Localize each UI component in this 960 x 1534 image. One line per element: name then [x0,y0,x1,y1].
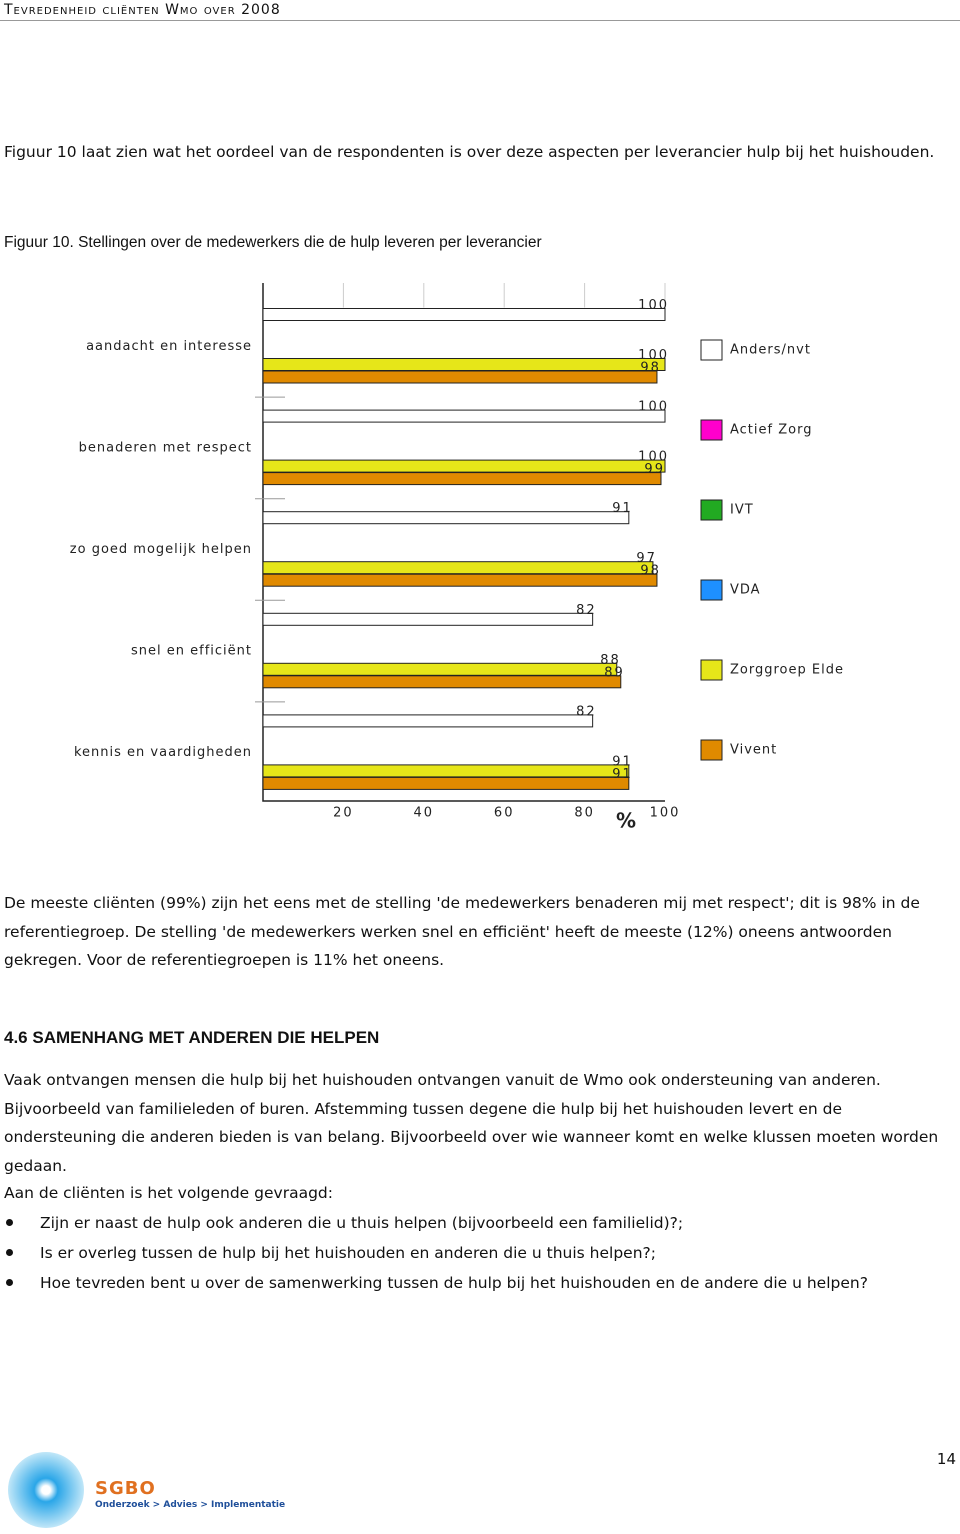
bar [262,776,630,790]
x-tick-label: 40 [414,806,435,821]
value-label: 82 [576,704,597,719]
section-heading: 4.6 SAMENHANG MET ANDEREN DIE HELPEN [4,1028,380,1047]
bullet-item: Zijn er naast de hulp ook anderen die u … [40,1214,684,1232]
legend-label: Zorggroep Elde [730,663,844,678]
section-lead: Aan de cliënten is het volgende gevraagd… [4,1184,333,1202]
bar [262,308,666,321]
x-tick-label: 80 [574,806,595,821]
value-label: 91 [612,767,633,782]
figure-caption: Figuur 10. Stellingen over de medewerker… [4,234,542,251]
legend-label: Anders/nvt [730,343,811,358]
value-label: 100 [638,450,669,465]
x-tick-label: 100 [650,806,681,821]
legend-label: VDA [730,583,761,598]
legend-swatch [700,419,723,441]
bar [262,459,666,473]
header-title: Tevredenheid cliënten Wmo over 2008 [4,2,281,18]
bar [262,675,622,689]
legend-swatch [700,739,723,761]
value-label: 100 [638,348,669,363]
bar [262,662,618,676]
bullet-dot [6,1279,13,1286]
legend-swatch [700,659,723,681]
logo-text: SGBO [95,1478,156,1499]
legend-label: Actief Zorg [730,423,812,438]
value-label: 97 [636,551,657,566]
header-rule [0,20,960,21]
value-label: 91 [612,501,633,516]
legend-swatch [700,339,723,361]
bullet-item: Is er overleg tussen de hulp bij het hui… [40,1244,656,1262]
section-paragraph: Vaak ontvangen mensen die hulp bij het h… [4,1071,939,1175]
bullet-dot [6,1249,13,1256]
legend-swatch [700,579,723,601]
value-label: 82 [576,603,597,618]
chart: 20 40 60 80 100%aandacht en interesse1001009… [70,283,844,833]
value-label: 89 [604,665,625,680]
y-tick-label: kennis en vaardigheden [74,745,252,760]
bullet-item: Hoe tevreden bent u over de samenwerking… [40,1274,868,1292]
bar [262,511,630,525]
bar [262,358,666,371]
bar [262,714,594,728]
bar [262,764,630,778]
bar [262,612,594,626]
value-label: 91 [612,754,633,769]
bar [262,409,666,423]
value-label: 98 [640,361,661,376]
legend-label: Vivent [730,743,777,758]
bar [262,370,658,384]
bar [262,561,654,575]
axis-frame [262,283,665,802]
bullet-dot [6,1219,13,1226]
y-tick-label: benaderen met respect [79,440,252,455]
logo-mark [8,1452,84,1528]
summary: De meeste cliënten (99%) zijn het eens m… [4,894,920,969]
y-tick-label: zo goed mogelijk helpen [70,542,252,557]
x-axis-label: % [616,809,636,833]
value-label: 99 [644,462,665,477]
value-label: 98 [640,564,661,579]
value-label: 100 [638,400,669,415]
y-tick-label: aandacht en interesse [86,339,252,354]
y-tick-label: snel en efficiënt [131,644,252,659]
bar [262,472,662,486]
intro: Figuur 10 laat zien wat het oordeel van … [4,143,935,161]
legend-swatch [700,499,723,521]
logo-tagline: Onderzoek > Advies > Implementatie [95,1500,286,1510]
x-tick-label: 20 [333,806,354,821]
value-label: 100 [638,298,669,313]
page-number: 14 [936,1450,956,1468]
bar [262,573,658,587]
value-label: 88 [600,653,621,668]
x-tick-label: 60 [494,806,515,821]
legend-label: IVT [730,503,754,518]
